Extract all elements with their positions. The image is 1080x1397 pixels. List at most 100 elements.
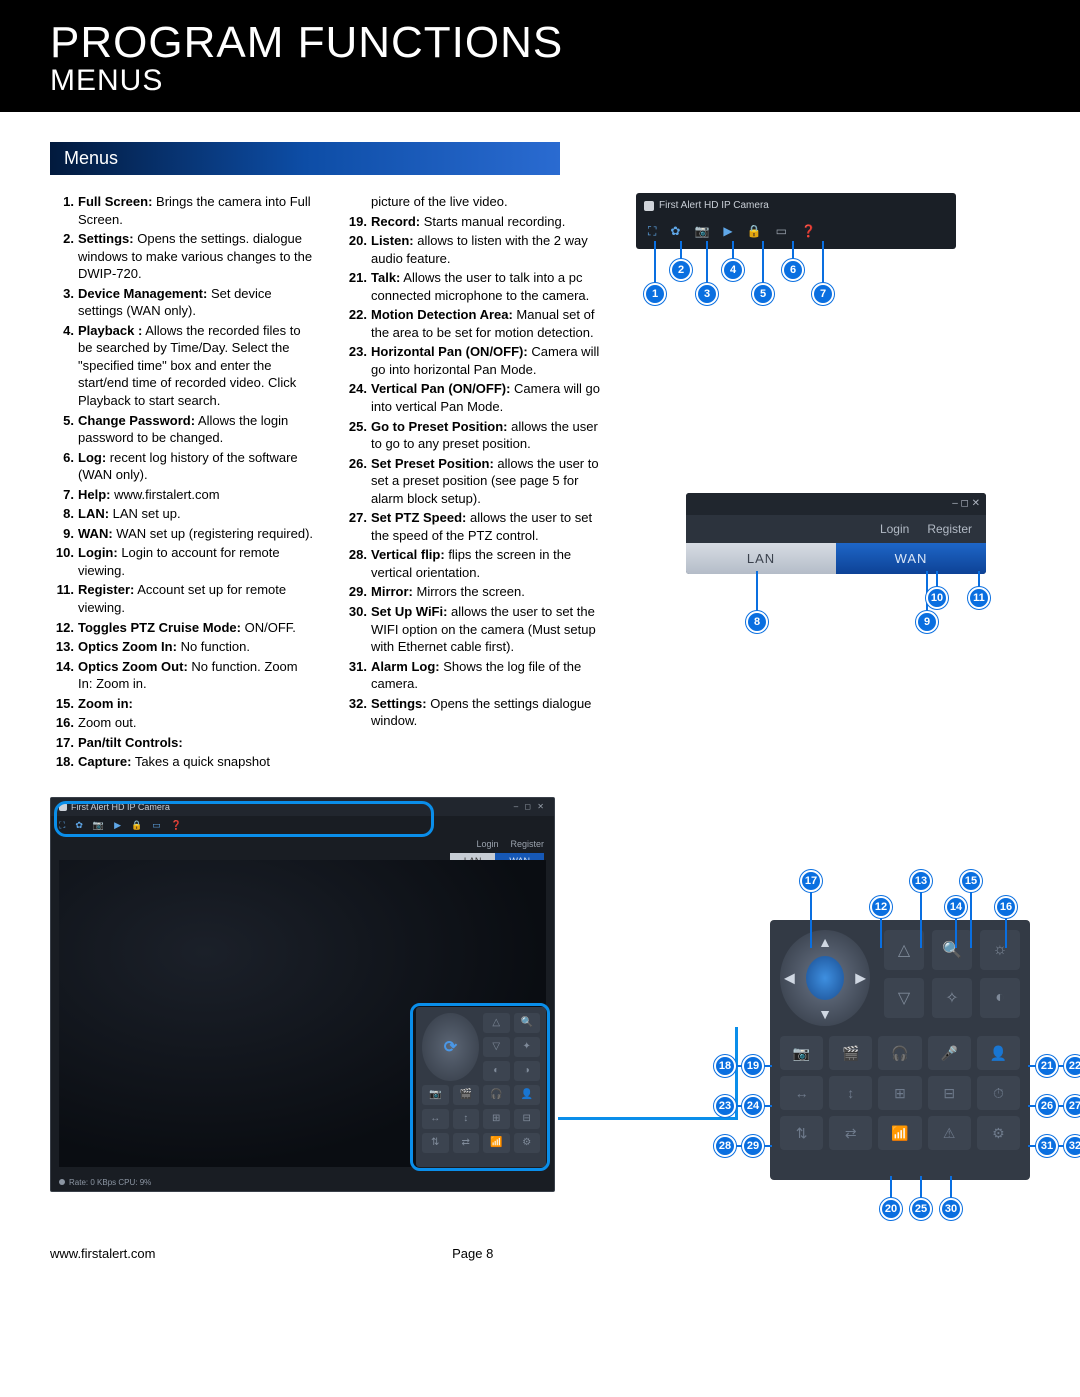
toolbar-icons: ⛶ ✿ 📷 ▶ 🔒 ▭ ❓ [644,219,948,239]
mini-ctrl[interactable]: ⊟ [514,1109,541,1129]
menu-item: 22.Motion Detection Area: Manual set of … [343,306,608,341]
columns: 1.Full Screen: Brings the camera into Fu… [50,193,1030,773]
callout-bubble: 13 [910,870,932,892]
mini-icon[interactable]: ⛶ [59,820,65,831]
menu-item: 30.Set Up WiFi: allows the user to set t… [343,603,608,656]
menu-item: 26.Set Preset Position: allows the user … [343,455,608,508]
callout-bubble: 30 [940,1198,962,1220]
mini-icon[interactable]: 📷 [93,820,104,831]
mini-ctrl[interactable]: ↔ [422,1109,449,1129]
mini-ctrl[interactable]: 🎧 [483,1085,510,1105]
page-footer: www.firstalert.com Page 8 [0,1232,1080,1281]
camera-icon[interactable]: 📷 [694,223,709,239]
menu-item: 3.Device Management: Set device settings… [50,285,315,320]
menu-item: 18.Capture: Takes a quick snapshot [50,753,315,771]
app-control-panel: △🔍 ▽✦ ◐◑ 📷🎬🎧👤 ↔↕⊞⊟ ⇅⇄📶⚙ [416,1007,546,1167]
menu-item: 4.Playback : Allows the recorded files t… [50,322,315,410]
connector-line [558,1117,738,1120]
password-icon[interactable]: 🔒 [747,223,762,239]
mini-ctrl[interactable]: 🔍 [514,1013,541,1033]
menu-item: 32.Settings: Opens the settings dialogue… [343,695,608,730]
callout-bubble: 22 [1064,1055,1080,1077]
mini-ctrl[interactable]: ◐ [483,1061,510,1081]
menu-item: 5.Change Password: Allows the login pass… [50,412,315,447]
menu-item: 16.Zoom out. [50,714,315,732]
menu-item: 23.Horizontal Pan (ON/OFF): Camera will … [343,343,608,378]
header-subtitle: MENUS [50,64,1030,98]
callout-bubble: 9 [916,611,938,633]
mini-ctrl[interactable]: △ [483,1013,510,1033]
callout-bubble: 6 [782,259,804,281]
callout-bubble: 12 [870,896,892,918]
callout-bubble: 10 [926,587,948,609]
toolbar-screenshot: First Alert HD IP Camera ⛶ ✿ 📷 ▶ 🔒 ▭ ❓ [636,193,956,249]
app-login[interactable]: Login [476,839,498,849]
mini-icon[interactable]: ▶ [114,820,121,831]
menu-item: 17.Pan/tilt Controls: [50,734,315,752]
app-window-buttons[interactable]: – ◻ ✕ [514,802,546,811]
menu-item: 19.Record: Starts manual recording. [343,213,608,231]
control-panel-large-wrap: ▲▼◀▶ △ 🔍 ☼ ▽ ✧ ◐ 📷 🎬 🎧 🎤 👤 ↔ ↕ ⊞ ⊟ ⏱ ⇅ ⇄ [770,920,1030,1180]
menu-item: 31.Alarm Log: Shows the log file of the … [343,658,608,693]
callout-bubble: 29 [742,1135,764,1157]
mini-ctrl[interactable]: ▽ [483,1037,510,1057]
section-band: Menus [50,142,560,175]
callout-bubble: 32 [1064,1135,1080,1157]
app-status-bar: Rate: 0 KBps CPU: 9% [59,1178,151,1187]
menu-item: 14.Optics Zoom Out: No function. Zoom In… [50,658,315,693]
menu-item: 15.Zoom in: [50,695,315,713]
mini-ctrl[interactable]: 📷 [422,1085,449,1105]
mini-ctrl[interactable]: 👤 [514,1085,541,1105]
callout-bubble: 19 [742,1055,764,1077]
app-register[interactable]: Register [510,839,544,849]
callout-bubble: 23 [714,1095,736,1117]
menu-item: 6.Log: recent log history of the softwar… [50,449,315,484]
mini-ctrl[interactable]: ✦ [514,1037,541,1057]
app-shot-wrap: First Alert HD IP Camera – ◻ ✕ ⛶✿📷▶🔒▭❓ L… [50,797,610,1192]
menu-item: 24.Vertical Pan (ON/OFF): Camera will go… [343,380,608,415]
callout-bubble: 24 [742,1095,764,1117]
callout-bubble: 5 [752,283,774,305]
menu-item: 7.Help: www.firstalert.com [50,486,315,504]
mini-ctrl[interactable]: 📶 [483,1133,510,1153]
callout-bubble: 26 [1036,1095,1058,1117]
menu-item: 8.LAN: LAN set up. [50,505,315,523]
menu-item: 25.Go to Preset Position: allows the use… [343,418,608,453]
mini-ctrl[interactable]: ◑ [514,1061,541,1081]
menu-item: 13.Optics Zoom In: No function. [50,638,315,656]
menu-item: 28.Vertical flip: flips the screen in th… [343,546,608,581]
mini-icon[interactable]: 🔒 [131,820,142,831]
mini-ctrl[interactable]: ⇅ [422,1133,449,1153]
mini-ctrl[interactable]: ⚙ [514,1133,541,1153]
callout-bubble: 27 [1064,1095,1080,1117]
callout-bubble: 20 [880,1198,902,1220]
mini-ctrl[interactable]: 🎬 [453,1085,480,1105]
log-icon[interactable]: ▭ [776,223,787,239]
callout-bubble: 11 [968,587,990,609]
callout-bubble: 3 [696,283,718,305]
mini-icon[interactable]: ▭ [152,820,161,831]
mini-icon[interactable]: ❓ [171,820,182,831]
callout-bubble: 16 [995,896,1017,918]
page-header: PROGRAM FUNCTIONS MENUS [0,0,1080,112]
playback-icon[interactable]: ▶ [723,223,732,239]
right-visuals: First Alert HD IP Camera ⛶ ✿ 📷 ▶ 🔒 ▭ ❓ 1… [636,193,996,773]
callout-bubble: 31 [1036,1135,1058,1157]
mini-icon[interactable]: ✿ [75,820,83,831]
help-icon[interactable]: ❓ [801,223,816,239]
toolbar-app-title: First Alert HD IP Camera [659,199,769,213]
callout-bubble: 4 [722,259,744,281]
menu-item: 27.Set PTZ Speed: allows the user to set… [343,509,608,544]
mini-ctrl[interactable]: ↕ [453,1109,480,1129]
fullscreen-icon[interactable]: ⛶ [648,223,656,239]
lanwan-wrap: – ◻ ✕ Login Register LAN WAN 891011 [686,493,996,574]
mini-ctrl[interactable]: ⇄ [453,1133,480,1153]
callout-bubble: 25 [910,1198,932,1220]
mini-dpad[interactable] [422,1013,479,1081]
settings-icon[interactable]: ✿ [670,223,680,239]
callout-bubble: 15 [960,870,982,892]
mini-ctrl[interactable]: ⊞ [483,1109,510,1129]
menu-item: 1.Full Screen: Brings the camera into Fu… [50,193,315,228]
menu-item: 12.Toggles PTZ Cruise Mode: ON/OFF. [50,619,315,637]
menu-item: 21.Talk: Allows the user to talk into a … [343,269,608,304]
